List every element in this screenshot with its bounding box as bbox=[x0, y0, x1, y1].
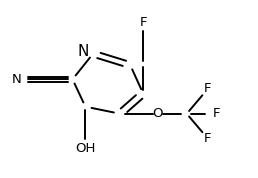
Text: N: N bbox=[78, 44, 89, 59]
Text: OH: OH bbox=[75, 142, 95, 155]
Text: F: F bbox=[204, 82, 212, 96]
Text: N: N bbox=[12, 73, 21, 86]
Text: F: F bbox=[204, 132, 212, 145]
Text: F: F bbox=[213, 107, 220, 120]
Text: O: O bbox=[152, 107, 163, 120]
Text: F: F bbox=[139, 16, 147, 29]
